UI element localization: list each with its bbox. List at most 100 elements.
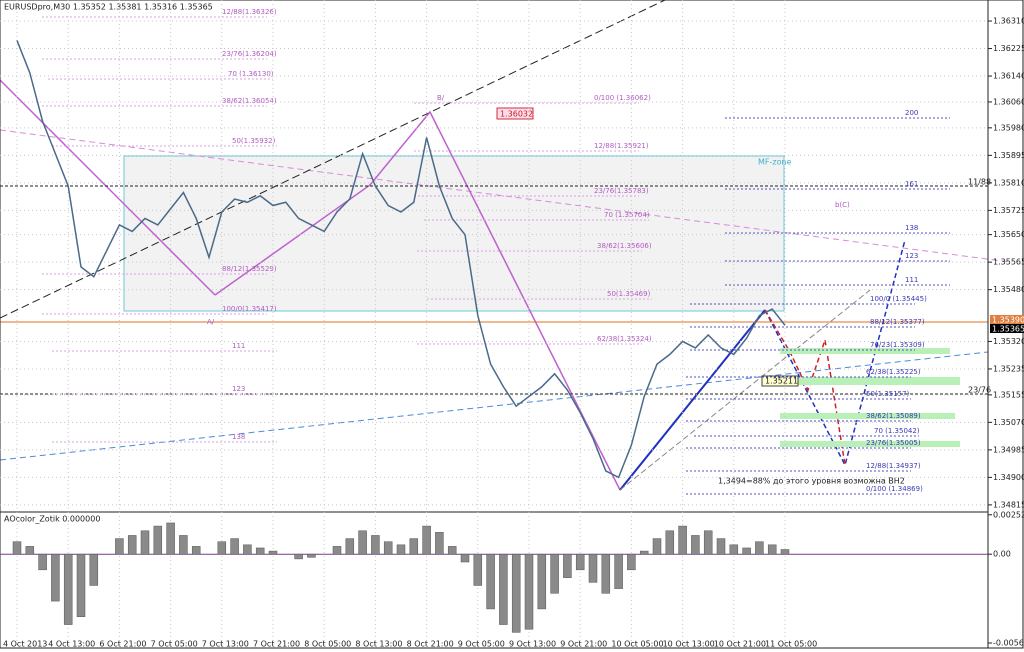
fib-label: 62/38(1.35225) xyxy=(866,368,921,376)
y-tick-label: 0.002521 xyxy=(993,510,1024,519)
ao-bar xyxy=(345,538,355,555)
fib-label: 23/76(1.35005) xyxy=(866,439,921,447)
ao-bar xyxy=(767,544,777,555)
price-line xyxy=(16,40,786,479)
ao-bar xyxy=(38,553,47,571)
y-tick-label: 0.00 xyxy=(993,550,1011,559)
ao-bar xyxy=(473,553,483,586)
fib-label: 0/100 (1.34869) xyxy=(866,485,923,493)
chart-title: EURUSDpro,M30 1.35352 1.35381 1.35316 1.… xyxy=(4,3,213,12)
ao-bar xyxy=(409,538,419,555)
ao-bar xyxy=(652,538,662,555)
indicator-title: AOcolor_Zotik 0.000000 xyxy=(4,515,100,524)
fib-label: 62/38(1.35324) xyxy=(597,335,652,343)
x-tick-label: 11 Oct 05:00 xyxy=(765,640,817,649)
ao-bar xyxy=(294,553,303,560)
ao-bar xyxy=(575,553,585,571)
x-tick-label: 8 Oct 21:00 xyxy=(407,640,454,649)
ao-bar xyxy=(614,553,623,589)
y-tick-label: 1.36060 xyxy=(993,97,1024,106)
ao-bar xyxy=(383,541,393,555)
ao-bar xyxy=(396,544,406,555)
x-tick-label: 8 Oct 13:00 xyxy=(355,640,402,649)
ao-bar xyxy=(537,553,547,610)
ao-bar xyxy=(665,530,675,555)
ao-bar xyxy=(460,553,470,563)
y-tick-label: 1.34900 xyxy=(993,473,1024,482)
ao-bar xyxy=(678,525,687,555)
x-tick-label: 7 Oct 05:00 xyxy=(151,640,198,649)
ao-bar xyxy=(140,530,150,555)
fib-label: 12/88(1.34937) xyxy=(866,462,921,470)
ao-bar xyxy=(588,553,598,583)
annotation: 1.35211 xyxy=(765,377,798,386)
fib-label: 12/88(1.35921) xyxy=(594,142,649,150)
x-tick-label: 7 Oct 21:00 xyxy=(253,640,300,649)
fib-label: 70 (1.35042) xyxy=(874,427,920,435)
zone xyxy=(780,348,950,354)
wave-line xyxy=(0,79,216,296)
x-tick-label: 6 Oct 21:00 xyxy=(99,640,146,649)
x-tick-label: 8 Oct 05:00 xyxy=(304,640,351,649)
fib-label: 200 xyxy=(905,109,918,117)
ao-bar xyxy=(511,553,521,633)
fib-label: 138 xyxy=(232,433,245,441)
ao-bar xyxy=(191,546,201,555)
fib-label: 12/88(1.36326) xyxy=(222,8,277,16)
ao-bar xyxy=(729,544,739,555)
x-tick-label: 7 Oct 13:00 xyxy=(202,640,249,649)
projection xyxy=(764,239,906,468)
mf-zone xyxy=(123,155,785,312)
fib-label: 50(1.35932) xyxy=(232,137,276,145)
ao-bar xyxy=(755,541,764,555)
annotation: A/ xyxy=(207,318,215,326)
ao-bar xyxy=(780,549,790,555)
ao-bar xyxy=(716,538,726,555)
fib-label: 100/0(1.35417) xyxy=(222,305,277,313)
ao-bar xyxy=(89,553,99,586)
x-tick-label: 4 Oct 2013 xyxy=(3,640,47,649)
ao-bar xyxy=(76,553,86,617)
ao-bar xyxy=(358,530,367,555)
ao-bar xyxy=(166,522,175,555)
fib-label: 123 xyxy=(905,252,918,260)
ao-bar xyxy=(691,535,700,555)
annotations: MF-zone b(C) B/ A/ 1.36032 1,3494=88% до… xyxy=(207,94,1024,486)
y-tick-label: 1.34985 xyxy=(993,445,1024,454)
ao-bar xyxy=(217,541,227,555)
y-tick-label: 1.35650 xyxy=(993,230,1024,239)
ao-bar xyxy=(127,535,137,555)
ao-bar xyxy=(12,541,22,555)
fib-label: 38/62(1.35606) xyxy=(597,242,652,250)
y-tick-label: 1.35725 xyxy=(993,206,1024,215)
ao-bar xyxy=(268,550,278,555)
ao-bar xyxy=(435,532,444,555)
price-tag xyxy=(761,375,799,387)
y-tick-label: -0.005679 xyxy=(993,638,1024,647)
y-tick-label: 1.34815 xyxy=(993,500,1024,509)
price-tag xyxy=(990,324,1024,333)
ao-bar xyxy=(486,553,495,610)
trend-line xyxy=(0,0,666,319)
x-tick-label: 10 Oct 13:00 xyxy=(663,640,715,649)
ao-bar xyxy=(51,553,60,602)
y-tick-label: 1.35810 xyxy=(993,178,1024,187)
channel xyxy=(619,289,871,491)
annotation: b(C) xyxy=(835,201,850,209)
y-tick-label: 1.35235 xyxy=(993,364,1024,373)
x-tick-label: 9 Oct 21:00 xyxy=(560,640,607,649)
fib-label: 76/23(1.35309) xyxy=(870,341,925,349)
fib-label: 161 xyxy=(905,180,918,188)
x-tick-label: 10 Oct 05:00 xyxy=(611,640,663,649)
y-tick-label: 1.35070 xyxy=(993,418,1024,427)
ao-bar xyxy=(243,544,252,555)
zone xyxy=(780,413,955,419)
ao-bar xyxy=(25,546,35,555)
ao-bar xyxy=(332,546,342,555)
fib-label: 100/0 (1.35445) xyxy=(870,295,927,303)
ao-bar xyxy=(63,553,73,625)
ao-bar xyxy=(627,553,636,571)
fib-label: 123 xyxy=(232,385,245,393)
annotation: 1,3494=88% до этого уровня возможна ВН2 xyxy=(718,477,905,486)
